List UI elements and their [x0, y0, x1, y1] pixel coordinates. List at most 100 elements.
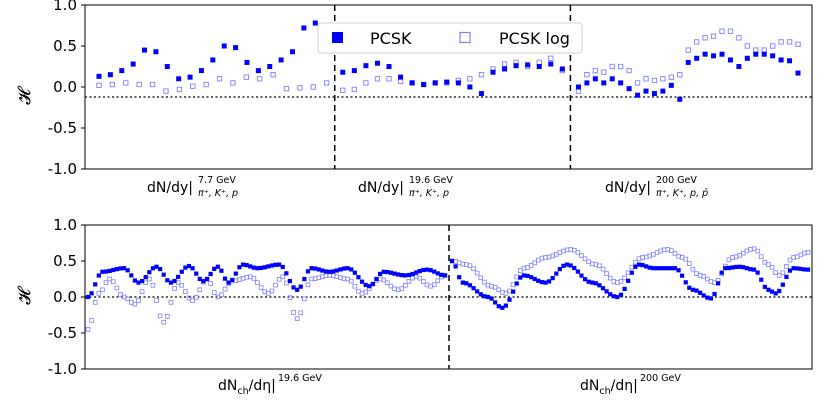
bottom-panel: -1.0 -0.5 0.0 0.5 1.0 𝓗 dNch/dη| 19.6 GeV dN… — [15, 216, 813, 397]
pcsk-log-point — [297, 85, 303, 91]
pcsk-point — [662, 266, 667, 271]
pcsk-point — [597, 283, 602, 288]
pcsk-point — [780, 282, 785, 287]
pcsk-log-point — [778, 39, 784, 45]
pcsk-log-point — [780, 270, 786, 276]
pcsk-log-point — [660, 76, 666, 82]
pcsk-point — [737, 264, 742, 269]
pcsk-point — [677, 96, 683, 102]
pcsk-point — [244, 59, 250, 65]
pcsk-point — [802, 267, 807, 272]
pcsk-log-point — [374, 76, 381, 82]
top-group-2-sup: 19.6 GeV — [409, 175, 453, 186]
pcsk-log-point — [89, 318, 94, 323]
pcsk-point — [374, 276, 379, 282]
pcsk-log-point — [211, 290, 217, 295]
pcsk-point — [385, 269, 390, 275]
pcsk-point — [640, 263, 645, 268]
pcsk-point — [787, 268, 793, 273]
pcsk-log-point — [193, 295, 199, 300]
pcsk-point — [363, 282, 368, 288]
pcsk-log-point — [161, 319, 167, 325]
pcsk-log-point — [139, 289, 145, 294]
pcsk-log-point — [482, 279, 487, 285]
pcsk-point — [129, 273, 134, 278]
pcsk-point — [736, 64, 742, 69]
pcsk-point — [471, 286, 476, 291]
pcsk-point — [313, 266, 318, 271]
pcsk-log-point — [215, 294, 221, 300]
y-tick-label: 0.0 — [53, 78, 77, 96]
pcsk-log-point — [208, 281, 213, 286]
pcsk-point — [485, 294, 491, 300]
pcsk-point — [352, 270, 357, 275]
pcsk-log-point — [132, 301, 138, 307]
pcsk-point — [629, 270, 634, 275]
pcsk-log-point — [582, 256, 588, 262]
pcsk-log-point — [514, 274, 520, 280]
pcsk-point — [370, 281, 375, 287]
pcsk-log-point — [727, 28, 734, 34]
pcsk-log-point — [766, 262, 771, 267]
pcsk-point — [490, 69, 496, 75]
pcsk-point — [284, 271, 289, 276]
y-tick-label: 1.0 — [53, 216, 77, 234]
pcsk-log-point — [269, 288, 275, 294]
pcsk-log-point — [600, 266, 606, 272]
pcsk-point — [221, 43, 227, 49]
pcsk-point — [647, 265, 652, 270]
pcsk-point — [143, 275, 148, 280]
pcsk-point — [240, 262, 246, 267]
pcsk-log-point — [421, 279, 426, 284]
pcsk-point — [753, 51, 759, 57]
pcsk-point — [669, 266, 674, 271]
pcsk-point — [601, 80, 607, 86]
pcsk-point — [396, 272, 401, 277]
pcsk-point — [478, 292, 483, 297]
pcsk-log-point — [478, 275, 484, 281]
pcsk-log-point — [352, 283, 358, 289]
pcsk-point — [269, 263, 275, 268]
pcsk-log-point — [179, 282, 185, 288]
pcsk-point — [194, 271, 199, 276]
pcsk-point — [572, 265, 577, 271]
pcsk-log-point — [618, 279, 624, 284]
pcsk-point — [414, 270, 419, 275]
pcsk-point — [550, 276, 555, 281]
pcsk-log-point — [736, 35, 742, 41]
pcsk-point — [320, 268, 325, 273]
top-group-2-sub: π⁺, K⁺, p — [409, 188, 449, 199]
pcsk-log-point — [270, 72, 276, 78]
top-group-1-sub: π⁺, K⁺, p — [198, 188, 238, 199]
pcsk-log-point — [190, 83, 196, 89]
pcsk-point — [136, 280, 141, 285]
pcsk-log-point — [492, 284, 498, 290]
pcsk-point — [460, 280, 465, 285]
pcsk-log-point — [257, 76, 263, 82]
pcsk-point — [716, 281, 721, 286]
pcsk-point — [618, 292, 624, 297]
y-tick-label: -0.5 — [48, 324, 77, 342]
pcsk-log-point — [604, 271, 609, 276]
pcsk-point — [582, 277, 588, 282]
pcsk-point — [323, 269, 329, 274]
pcsk-log-point — [726, 257, 732, 263]
pcsk-point — [403, 273, 408, 278]
bottom-y-axis-label: 𝓗 — [15, 286, 35, 305]
pcsk-log-point — [302, 296, 307, 302]
pcsk-point — [381, 269, 386, 274]
pcsk-point — [455, 80, 461, 86]
pcsk-point — [500, 305, 505, 310]
pcsk-log-point — [702, 35, 708, 41]
pcsk-log-point — [503, 291, 509, 296]
pcsk-point — [521, 273, 527, 278]
y-tick-label: 0.0 — [53, 288, 77, 306]
pcsk-log-point — [597, 263, 602, 269]
pcsk-log-point — [669, 248, 674, 253]
pcsk-point — [770, 53, 776, 59]
pcsk-point — [651, 91, 657, 97]
pcsk-log-point — [100, 287, 105, 293]
pcsk-log-point — [96, 291, 102, 296]
pcsk-point — [493, 300, 498, 305]
